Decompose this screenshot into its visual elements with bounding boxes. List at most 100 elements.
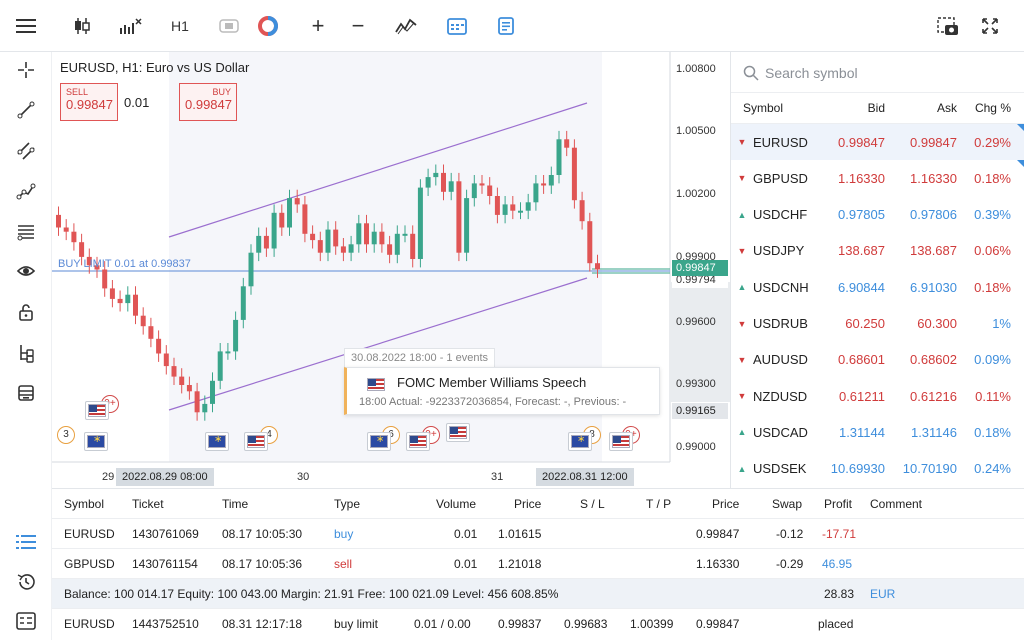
crosshair-icon[interactable] — [10, 54, 42, 86]
event-flag-marker[interactable] — [568, 432, 592, 451]
event-flag-marker[interactable] — [446, 423, 470, 442]
col-profit[interactable]: Profit — [824, 497, 853, 511]
candle-bull — [556, 139, 562, 175]
candle-bull — [533, 183, 539, 203]
candle-bear — [133, 294, 138, 316]
indicators-icon[interactable] — [114, 10, 146, 42]
candle-bear — [510, 204, 516, 211]
event-flag-marker[interactable] — [367, 432, 391, 451]
zoom-out-icon[interactable]: − — [351, 13, 365, 38]
event-flag-marker[interactable] — [406, 432, 430, 451]
time-tag-end: 2022.08.31 12:00 — [536, 468, 634, 486]
event-tooltip-detail: 18:00 Actual: -9223372036854, Forecast: … — [359, 396, 627, 408]
tree-icon[interactable] — [10, 337, 42, 369]
channel-lower-line[interactable] — [168, 277, 588, 411]
lock-icon[interactable] — [10, 296, 42, 328]
col-chg[interactable]: Chg % — [974, 101, 1011, 115]
toggle-icon[interactable] — [213, 10, 245, 42]
position-row[interactable]: GBPUSD 1430761154 08.17 10:05:36 sell 0.01 1.… — [52, 549, 1024, 579]
candle-bull — [525, 202, 531, 211]
candle-bear — [294, 198, 300, 205]
watch-row[interactable]: ▲ USDCHF 0.97805 0.97806 0.39% — [731, 197, 1024, 233]
col-tp[interactable]: T / P — [646, 497, 672, 511]
watch-row[interactable]: ▲ USDCAD 1.31144 1.31146 0.18% — [731, 414, 1024, 450]
col-symbol[interactable]: Symbol — [743, 101, 784, 115]
color-icon[interactable] — [252, 10, 284, 42]
symbol-search[interactable]: Search symbol — [743, 62, 858, 84]
calendar-icon[interactable] — [441, 10, 473, 42]
col-symbol[interactable]: Symbol — [64, 497, 105, 511]
col-price[interactable]: Price — [514, 497, 542, 511]
watch-row[interactable]: ▲ USDSEK 10.69930 10.70190 0.24% — [731, 451, 1024, 487]
note-icon[interactable] — [490, 10, 522, 42]
list-icon[interactable] — [16, 534, 36, 553]
market-watch: Search symbol Symbol Bid Ask Chg % ▼ EURU… — [730, 52, 1024, 488]
watch-row[interactable]: ▼ NZDUSD 0.61211 0.61216 0.11% — [731, 378, 1024, 414]
order-tp: 1.00399 — [630, 617, 674, 631]
fibonacci-icon[interactable] — [10, 216, 42, 248]
event-flag-marker[interactable] — [205, 432, 229, 451]
watch-row[interactable]: ▼ GBPUSD 1.16330 1.16330 0.18% — [731, 160, 1024, 196]
candle-bull — [125, 294, 131, 304]
fullscreen-icon[interactable] — [974, 10, 1006, 42]
sell-button[interactable]: SELL 0.99847 — [60, 83, 118, 121]
col-bid[interactable]: Bid — [867, 101, 885, 115]
watch-symbol: USDSEK — [753, 461, 807, 477]
order-time: 08.31 12:17:18 — [222, 617, 303, 631]
col-swap[interactable]: Swap — [772, 497, 803, 511]
col-ask[interactable]: Ask — [936, 101, 957, 115]
position-row[interactable]: EURUSD 1430761069 08.17 10:05:30 buy 0.01 1.0… — [52, 519, 1024, 549]
event-flag-marker[interactable] — [84, 432, 108, 451]
line-icon[interactable] — [10, 94, 42, 126]
watch-row[interactable]: ▲ USDCNH 6.90844 6.91030 0.18% — [731, 269, 1024, 305]
zoom-in-icon[interactable]: + — [311, 13, 325, 38]
toolbox-sidebar — [0, 488, 52, 640]
candle-bear — [148, 326, 154, 339]
us-flag-icon — [409, 435, 427, 448]
col-comment[interactable]: Comment — [870, 497, 923, 511]
watch-ask: 1.31146 — [910, 424, 957, 440]
candle-bear — [487, 185, 493, 196]
col-type[interactable]: Type — [334, 497, 361, 511]
timeframe-button[interactable]: H1 — [171, 18, 189, 34]
watch-row[interactable]: ▼ EURUSD 0.99847 0.99847 0.29% — [731, 124, 1024, 160]
history-icon[interactable] — [16, 572, 36, 595]
event-flag-marker[interactable] — [609, 432, 633, 451]
price-chart[interactable]: EURUSD, H1: Euro vs US Dollar SELL 0.998… — [52, 52, 730, 488]
watch-row[interactable]: ▼ USDRUB 60.250 60.300 1% — [731, 306, 1024, 342]
polyline-icon[interactable] — [10, 175, 42, 207]
layers-icon[interactable] — [10, 377, 42, 409]
volume-input[interactable]: 0.01 — [124, 95, 150, 110]
col-current-price[interactable]: Price — [712, 497, 740, 511]
col-ticket[interactable]: Ticket — [132, 497, 164, 511]
chart-type-icon[interactable] — [390, 10, 422, 42]
price-tick: 0.99600 — [676, 316, 716, 328]
search-input[interactable]: Search symbol — [765, 65, 858, 81]
col-time[interactable]: Time — [222, 497, 249, 511]
candle-bull — [464, 198, 470, 253]
summary-currency[interactable]: EUR — [870, 587, 896, 601]
channel-icon[interactable] — [10, 135, 42, 167]
candle-bull — [202, 403, 208, 413]
screenshot-icon[interactable] — [932, 10, 964, 42]
pending-order-row[interactable]: EURUSD 1443752510 08.31 12:17:18 buy lim… — [52, 609, 1024, 639]
buy-label: BUY — [212, 87, 231, 97]
chart-canvas[interactable] — [52, 52, 730, 488]
journal-icon[interactable] — [16, 612, 36, 633]
event-count-badge[interactable]: 3 — [57, 426, 75, 444]
col-volume[interactable]: Volume — [436, 497, 477, 511]
watch-row[interactable]: ▼ USDJPY 138.687 138.687 0.06% — [731, 233, 1024, 269]
eye-icon[interactable] — [10, 255, 42, 287]
us-flag-icon — [612, 435, 630, 448]
channel-upper-line[interactable] — [168, 102, 588, 238]
menu-icon[interactable] — [10, 10, 42, 42]
event-flag-marker[interactable] — [85, 401, 109, 420]
candlestick-icon[interactable] — [66, 10, 98, 42]
col-sl[interactable]: S / L — [580, 497, 605, 511]
watch-row[interactable]: ▼ AUDUSD 0.68601 0.68602 0.09% — [731, 342, 1024, 378]
buy-limit-label[interactable]: BUY LIMIT 0.01 at 0.99837 — [58, 258, 191, 270]
candle-bull — [248, 252, 254, 287]
event-flag-marker[interactable] — [244, 432, 268, 451]
buy-button[interactable]: BUY 0.99847 — [179, 83, 237, 121]
watch-chg: 0.18% — [974, 279, 1011, 295]
